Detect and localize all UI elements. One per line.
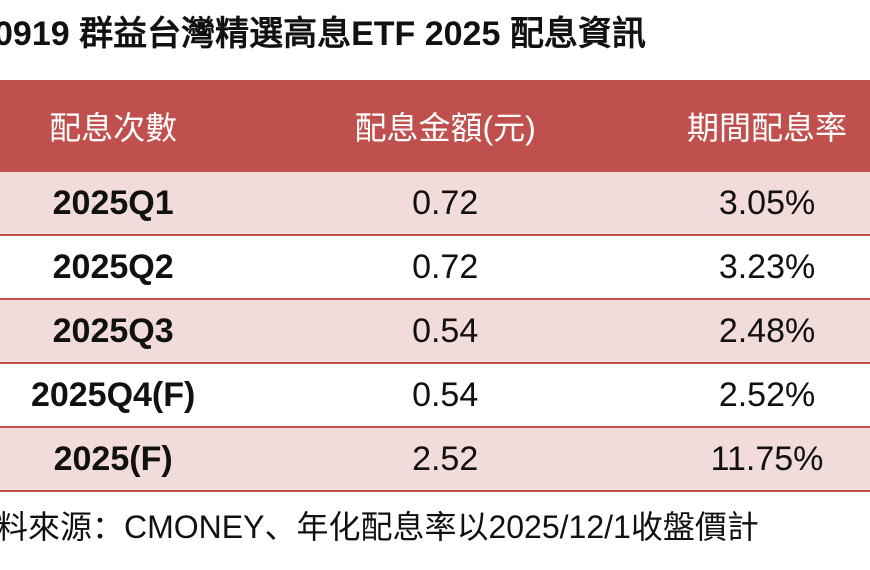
column-header: 期間配息率 bbox=[664, 80, 870, 172]
column-header: 配息金額(元) bbox=[226, 80, 665, 172]
table-cell: 2025Q4(F) bbox=[0, 363, 227, 428]
table-cell: 3.05% bbox=[664, 172, 870, 236]
source-note: 料來源：CMONEY、年化配息率以2025/12/1收盤價計 bbox=[0, 509, 759, 545]
table-cell: 3.23% bbox=[664, 235, 870, 300]
dividend-table: 配息次數 配息金額(元) 期間配息率 2025Q1 0.72 3.05% 2025Q2… bbox=[0, 80, 870, 492]
column-header: 配息次數 bbox=[0, 80, 227, 172]
table-row: 2025Q3 0.54 2.48% bbox=[0, 299, 870, 364]
table-cell: 0.72 bbox=[226, 172, 665, 236]
table-row: 2025(F) 2.52 11.75% bbox=[0, 427, 870, 492]
table-row: 2025Q2 0.72 3.23% bbox=[0, 235, 870, 300]
table-row: 2025Q1 0.72 3.05% bbox=[0, 172, 870, 236]
table-cell: 11.75% bbox=[664, 427, 870, 492]
table-cell: 0.72 bbox=[226, 235, 665, 300]
table-cell: 2.52% bbox=[664, 363, 870, 428]
table-cell: 2.48% bbox=[664, 299, 870, 364]
table-cell: 0.54 bbox=[226, 363, 665, 428]
table-cell: 2025Q2 bbox=[0, 235, 227, 300]
header-row: 配息次數 配息金額(元) 期間配息率 bbox=[0, 80, 870, 172]
table-cell: 2025Q1 bbox=[0, 172, 227, 236]
table-cell: 2.52 bbox=[226, 427, 665, 492]
table-cell: 0.54 bbox=[226, 299, 665, 364]
table-cell: 2025(F) bbox=[0, 427, 227, 492]
table-row: 2025Q4(F) 0.54 2.52% bbox=[0, 363, 870, 428]
table-cell: 2025Q3 bbox=[0, 299, 227, 364]
title: 0919 群益台灣精選高息ETF 2025 配息資訊 bbox=[0, 15, 646, 53]
table-body: 2025Q1 0.72 3.05% 2025Q2 0.72 3.23% 2025Q3 0.54… bbox=[0, 172, 870, 492]
